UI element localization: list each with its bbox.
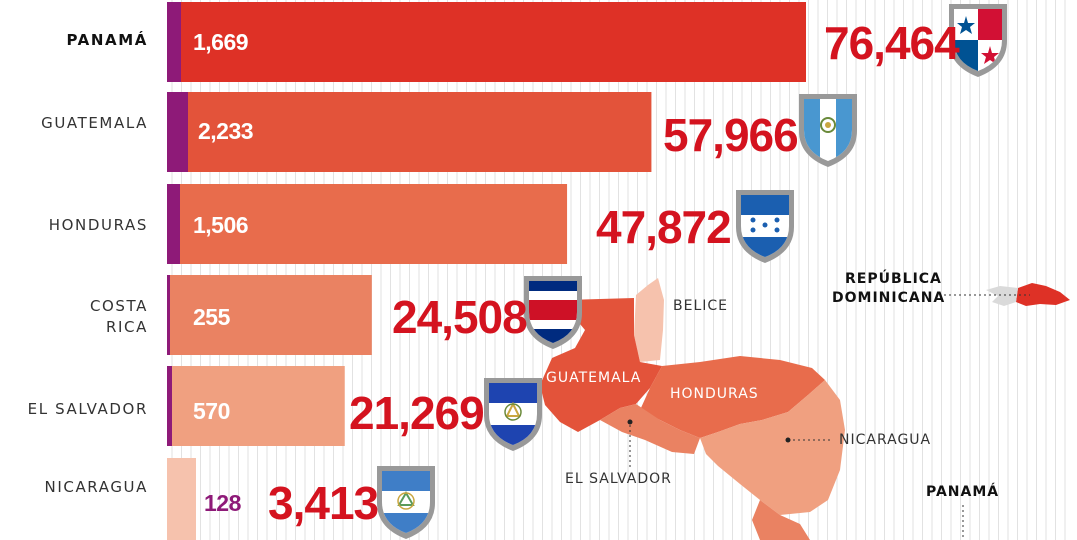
total-value-el-salvador: 21,269: [349, 387, 485, 439]
el-salvador-shape: [600, 404, 700, 454]
bar-panamá: [167, 2, 806, 82]
map-label-belice: BELICE: [673, 298, 728, 314]
total-value-honduras: 47,872: [596, 201, 732, 253]
total-value-guatemala: 57,966: [663, 109, 799, 161]
bar-value-panama: 1,669: [193, 29, 249, 55]
map-label-panama: PANAMÁ: [926, 484, 1000, 500]
bar-accent-guatemala: [167, 92, 188, 172]
nicaragua-marker: [785, 437, 791, 443]
map-label-rep-dom-line1: REPÚBLICA: [845, 271, 942, 287]
honduras-flag-shield-icon: [736, 190, 794, 263]
bar-honduras: [167, 184, 568, 264]
total-value-nicaragua: 3,413: [268, 477, 379, 529]
map-label-el-salvador: EL SALVADOR: [565, 471, 672, 487]
bar-accent-panamá: [167, 2, 181, 82]
guatemala-flag-shield-icon: [799, 94, 857, 167]
nicaragua-flag-shield-icon: [377, 466, 435, 539]
guatemala-shape: [540, 298, 662, 432]
bar-value-guatemala: 2,233: [198, 118, 254, 144]
nicaragua-shape: [700, 380, 845, 515]
bar-accent-el-salvador: [167, 366, 172, 446]
label-honduras: HONDURAS: [48, 216, 148, 234]
map-label-honduras: HONDURAS: [670, 386, 759, 402]
haiti-shape: [986, 286, 1018, 306]
bar-el-salvador: [167, 366, 345, 446]
panama-flag-shield-icon: [949, 4, 1007, 77]
belice-shape: [634, 278, 664, 362]
bar-guatemala: [167, 92, 652, 172]
el-salvador-flag-shield-icon: [484, 378, 542, 451]
gridlines: [171, 0, 1066, 540]
total-value-panama: 76,464: [824, 17, 960, 69]
label-el-salvador: EL SALVADOR: [27, 400, 148, 418]
honduras-shape: [640, 356, 825, 438]
central-america-map: [540, 278, 1070, 540]
bar-value-honduras: 1,506: [193, 212, 249, 238]
total-value-costa-rica: 24,508: [392, 291, 528, 343]
costa-rica-shape: [752, 500, 810, 540]
bar-accent-honduras: [167, 184, 180, 264]
label-nicaragua: NICARAGUA: [44, 478, 148, 496]
bars: [167, 2, 806, 540]
label-panama: PANAMÁ: [66, 31, 148, 49]
bar-value-nicaragua: 128: [204, 490, 241, 516]
map-label-rep-dom-line2: DOMINICANA: [832, 290, 946, 306]
label-guatemala: GUATEMALA: [41, 114, 148, 132]
bar-value-el-salvador: 570: [193, 398, 230, 424]
bar-value-costa-rica: 255: [193, 304, 230, 330]
label-costa-rica: COSTA RICA: [89, 297, 148, 336]
costa-rica-flag-shield-icon: [524, 276, 582, 349]
bar-costa-rica: [167, 275, 372, 355]
map-label-guatemala: GUATEMALA: [546, 370, 642, 386]
bar-nicaragua: [167, 458, 196, 540]
bar-accent-costa-rica: [167, 275, 170, 355]
rep-dom-shape: [1016, 283, 1070, 306]
map-label-nicaragua: NICARAGUA: [839, 432, 932, 448]
el-salvador-marker: [627, 419, 633, 425]
